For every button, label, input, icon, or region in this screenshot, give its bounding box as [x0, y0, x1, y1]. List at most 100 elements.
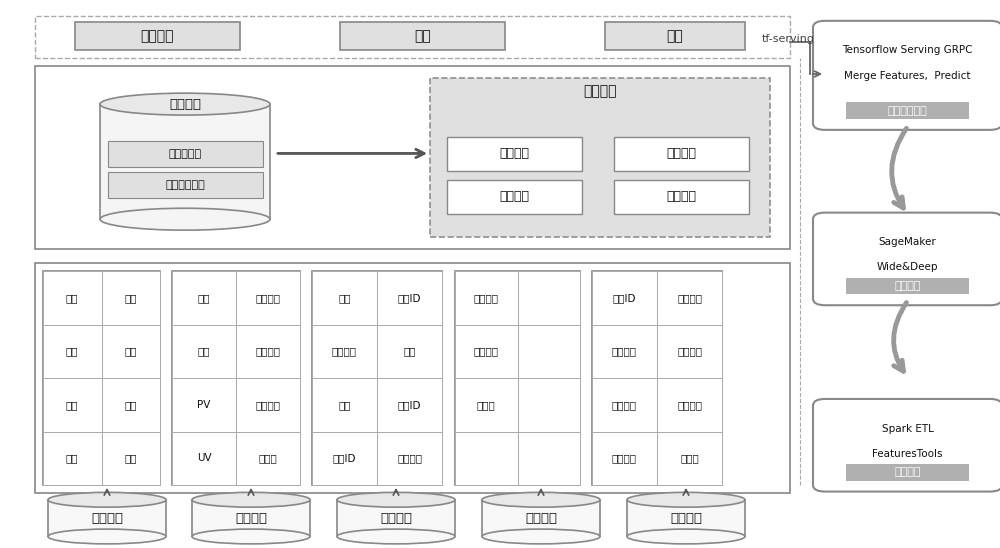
- Bar: [102, 432, 160, 485]
- Text: 广告推荐: 广告推荐: [141, 29, 174, 43]
- Bar: [100, 104, 270, 219]
- Text: 媒体数据: 媒体数据: [235, 512, 267, 524]
- Bar: [312, 271, 442, 485]
- Bar: [172, 324, 236, 378]
- Bar: [657, 271, 722, 324]
- Bar: [518, 324, 580, 378]
- Ellipse shape: [48, 529, 166, 544]
- Text: UV: UV: [197, 453, 211, 463]
- Text: 国家: 国家: [124, 293, 137, 303]
- Bar: [614, 137, 749, 171]
- Text: 价格区间: 价格区间: [332, 346, 357, 356]
- Text: tf-serving: tf-serving: [762, 35, 815, 44]
- Text: Tensorflow Serving GRPC: Tensorflow Serving GRPC: [842, 45, 973, 55]
- FancyBboxPatch shape: [813, 213, 1000, 305]
- Bar: [172, 378, 236, 432]
- Text: 排序: 排序: [414, 29, 431, 43]
- Text: 漏斗深度: 漏斗深度: [612, 453, 637, 463]
- Text: 模型服务: 模型服务: [583, 84, 617, 99]
- Text: 尺寸: 尺寸: [124, 400, 137, 410]
- Text: 特征预处理: 特征预处理: [169, 149, 202, 159]
- Text: Merge Features,  Predict: Merge Features, Predict: [844, 71, 971, 81]
- Text: 模型训练: 模型训练: [894, 281, 921, 291]
- Text: 样本生成: 样本生成: [894, 467, 921, 477]
- Bar: [43, 432, 102, 485]
- Text: 浏览次数: 浏览次数: [256, 293, 280, 303]
- Bar: [192, 500, 310, 536]
- Bar: [592, 378, 657, 432]
- Ellipse shape: [482, 529, 600, 544]
- Text: 模型评估: 模型评估: [500, 190, 530, 203]
- Text: 加购数量: 加购数量: [256, 346, 280, 356]
- Text: 城市: 城市: [66, 346, 78, 356]
- Text: 属性: 属性: [338, 400, 351, 410]
- Bar: [627, 500, 745, 536]
- Bar: [337, 500, 455, 536]
- Text: 请求内容: 请求内容: [91, 512, 123, 524]
- Bar: [172, 271, 300, 485]
- Text: 设备: 设备: [66, 453, 78, 463]
- Text: 广告ID: 广告ID: [398, 293, 421, 303]
- Ellipse shape: [482, 492, 600, 507]
- Text: 用户标签: 用户标签: [612, 400, 637, 410]
- Bar: [102, 378, 160, 432]
- Text: 广告数据: 广告数据: [525, 512, 557, 524]
- Bar: [430, 78, 770, 237]
- Bar: [236, 271, 300, 324]
- Bar: [48, 500, 166, 536]
- Bar: [43, 271, 160, 485]
- Text: 模型预测: 模型预测: [666, 190, 696, 203]
- Bar: [846, 102, 969, 119]
- Text: 点击率: 点击率: [259, 453, 277, 463]
- Bar: [518, 432, 580, 485]
- Bar: [172, 432, 236, 485]
- Text: 用户ID: 用户ID: [613, 293, 636, 303]
- Ellipse shape: [627, 492, 745, 507]
- Text: 广告出价: 广告出价: [397, 453, 422, 463]
- Bar: [592, 271, 722, 485]
- Text: 类目: 类目: [338, 293, 351, 303]
- Bar: [172, 271, 236, 324]
- Bar: [592, 271, 657, 324]
- Bar: [75, 22, 240, 50]
- Ellipse shape: [100, 208, 270, 230]
- Bar: [377, 378, 442, 432]
- Bar: [605, 22, 745, 50]
- Bar: [455, 378, 518, 432]
- FancyBboxPatch shape: [813, 21, 1000, 130]
- Text: 素材ID: 素材ID: [398, 400, 421, 410]
- Bar: [592, 432, 657, 485]
- Text: 用户数据: 用户数据: [670, 512, 702, 524]
- Bar: [102, 324, 160, 378]
- Ellipse shape: [100, 93, 270, 115]
- Bar: [846, 464, 969, 481]
- Text: 点击次数: 点击次数: [677, 346, 702, 356]
- Bar: [236, 378, 300, 432]
- Text: 召回: 召回: [667, 29, 683, 43]
- Bar: [377, 324, 442, 378]
- Bar: [592, 324, 657, 378]
- Bar: [102, 271, 160, 324]
- Text: FeaturesTools: FeaturesTools: [872, 449, 943, 459]
- Bar: [108, 141, 263, 167]
- Text: Spark ETL: Spark ETL: [882, 424, 933, 433]
- Bar: [108, 172, 263, 198]
- Ellipse shape: [337, 492, 455, 507]
- Bar: [312, 324, 377, 378]
- Bar: [377, 432, 442, 485]
- Bar: [312, 271, 377, 324]
- Ellipse shape: [192, 492, 310, 507]
- Bar: [455, 432, 518, 485]
- Bar: [657, 324, 722, 378]
- Text: 模型优化: 模型优化: [666, 147, 696, 161]
- Ellipse shape: [337, 529, 455, 544]
- Text: 模板ID: 模板ID: [333, 453, 356, 463]
- Text: 曝光次数: 曝光次数: [677, 293, 702, 303]
- Bar: [447, 180, 582, 214]
- Bar: [657, 432, 722, 485]
- Bar: [377, 271, 442, 324]
- Text: 类型: 类型: [124, 453, 137, 463]
- Text: 模型训练: 模型训练: [500, 147, 530, 161]
- Bar: [43, 271, 102, 324]
- Text: PV: PV: [197, 400, 211, 410]
